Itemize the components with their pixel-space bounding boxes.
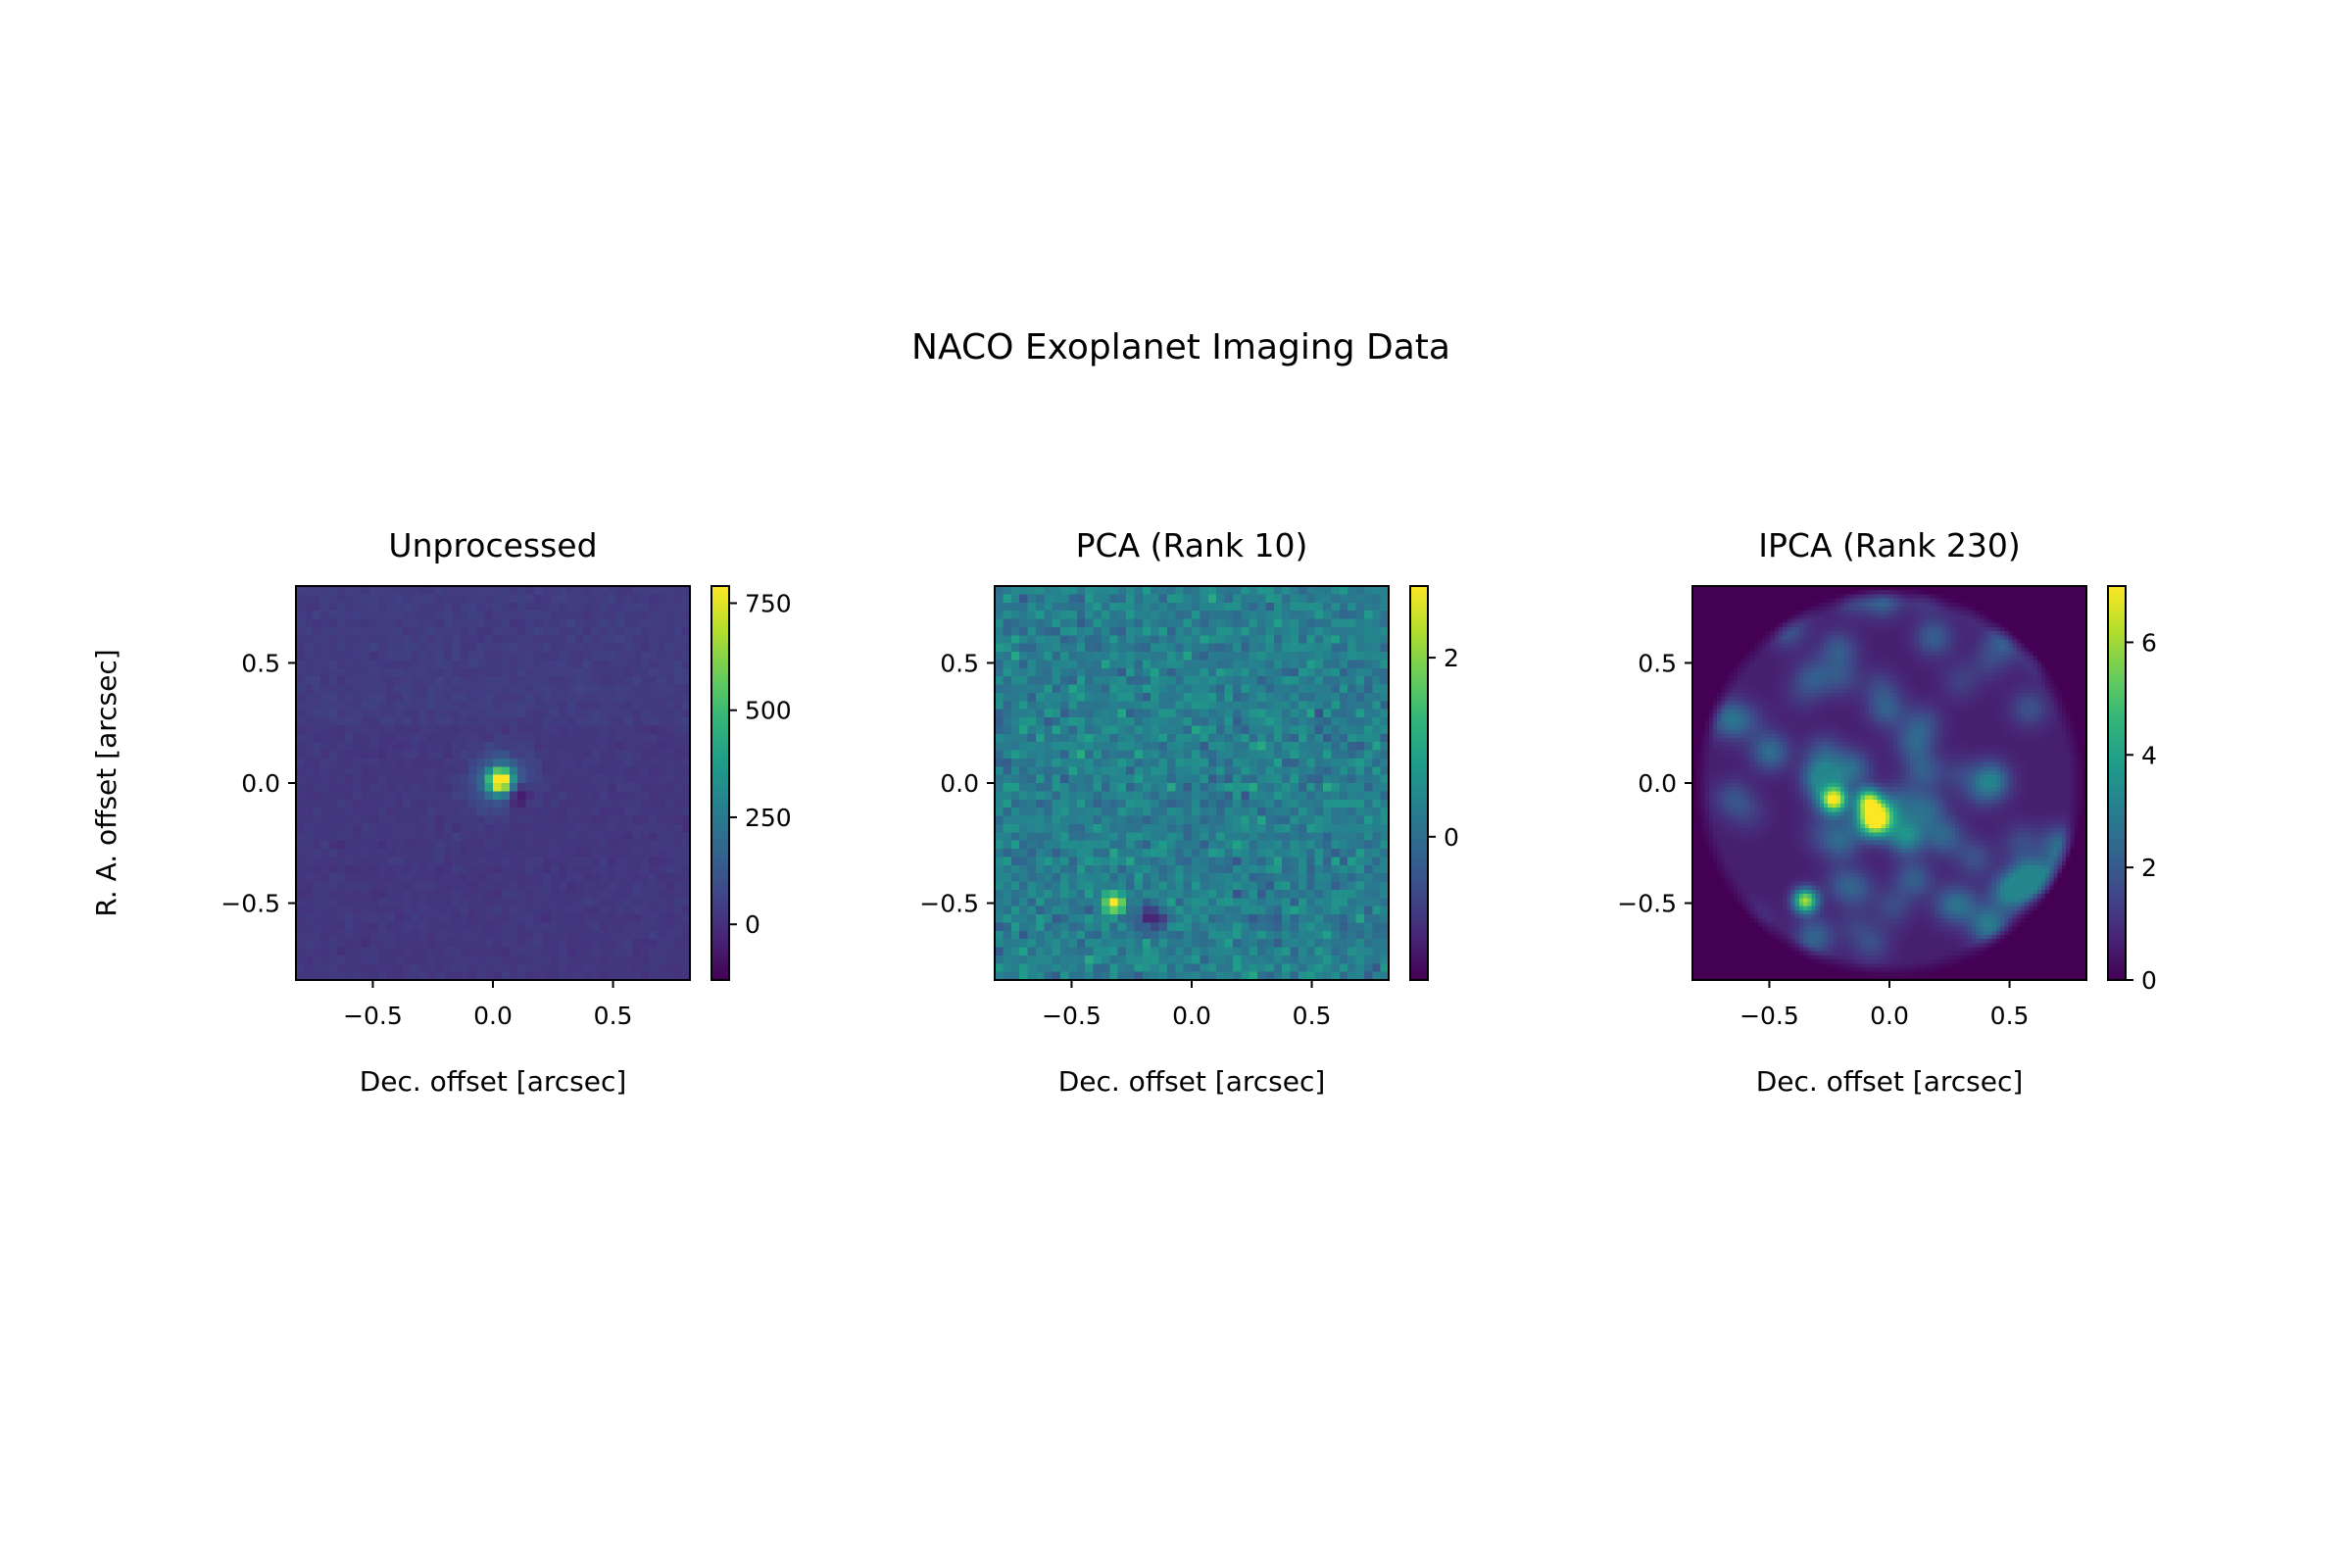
heatmap-image xyxy=(296,586,690,980)
colorbar-gradient xyxy=(1410,586,1428,980)
y-tick-label: −0.5 xyxy=(220,890,280,918)
y-axis-label: R. A. offset [arcsec] xyxy=(90,649,122,916)
y-tick-label: 0.0 xyxy=(1638,769,1677,798)
colorbar-frame xyxy=(2107,585,2127,981)
colorbar-tick-label: 0 xyxy=(2141,966,2157,995)
figure-title: NACO Exoplanet Imaging Data xyxy=(911,327,1450,368)
colorbar-tick-label: 4 xyxy=(2141,741,2157,769)
colorbar-gradient xyxy=(711,586,729,980)
chart-panel-2: PCA (Rank 10) −0.5 0.0 0.5 −0.5 0.0 0.5 Dec. of… xyxy=(919,526,1459,1098)
colorbar-tick-label: 2 xyxy=(1444,644,1459,672)
x-tick-label: 0.0 xyxy=(1870,1002,1909,1030)
x-tick-label: 0.0 xyxy=(473,1002,513,1030)
heatmap-image xyxy=(995,586,1389,980)
colorbar-tick-label: 250 xyxy=(745,804,792,832)
panel-title: PCA (Rank 10) xyxy=(1076,526,1308,564)
x-axis-label: Dec. offset [arcsec] xyxy=(1756,1065,2024,1098)
colorbar: 02 xyxy=(1409,585,1459,981)
y-tick-label: 0.0 xyxy=(241,769,280,798)
x-tick-label: −0.5 xyxy=(1740,1002,1799,1030)
x-axis-label: Dec. offset [arcsec] xyxy=(360,1065,627,1098)
panel-title: IPCA (Rank 230) xyxy=(1758,526,2020,564)
y-tick-label: 0.5 xyxy=(1638,649,1677,677)
panels: Unprocessed −0.5 0.0 0.5 −0.5 0.0 0.5 Dec. offs… xyxy=(90,526,2157,1098)
colorbar: 0 250 500 750 xyxy=(710,585,792,981)
colorbar-tick-label: 500 xyxy=(745,697,792,725)
y-tick-label: 0.0 xyxy=(940,769,979,798)
chart-panel-3: IPCA (Rank 230) −0.5 0.0 0.5 −0.5 0.0 0.5 Dec. … xyxy=(1617,526,2157,1098)
x-tick-label: 0.5 xyxy=(1293,1002,1332,1030)
chart-panel-1: Unprocessed −0.5 0.0 0.5 −0.5 0.0 0.5 Dec. offs… xyxy=(90,526,792,1098)
panel-title: Unprocessed xyxy=(388,526,597,564)
x-tick-label: −0.5 xyxy=(1042,1002,1102,1030)
colorbar-tick-label: 0 xyxy=(1444,823,1459,852)
colorbar-frame xyxy=(710,585,730,981)
x-axis-label: Dec. offset [arcsec] xyxy=(1058,1065,1326,1098)
colorbar-tick-label: 2 xyxy=(2141,854,2157,882)
colorbar-tick-label: 750 xyxy=(745,589,792,617)
x-tick-label: 0.0 xyxy=(1172,1002,1211,1030)
colorbar-tick-label: 0 xyxy=(745,910,760,939)
x-tick-label: 0.5 xyxy=(594,1002,633,1030)
y-tick-label: −0.5 xyxy=(1617,890,1677,918)
colorbar: 0 2 4 6 xyxy=(2107,585,2157,995)
x-tick-label: −0.5 xyxy=(343,1002,403,1030)
y-tick-label: −0.5 xyxy=(919,890,979,918)
y-tick-label: 0.5 xyxy=(940,649,979,677)
heatmap-image xyxy=(1692,586,2086,980)
colorbar-tick-label: 6 xyxy=(2141,628,2157,657)
y-tick-label: 0.5 xyxy=(241,649,280,677)
colorbar-gradient xyxy=(2108,586,2126,980)
colorbar-frame xyxy=(1409,585,1429,981)
x-tick-label: 0.5 xyxy=(1990,1002,2030,1030)
